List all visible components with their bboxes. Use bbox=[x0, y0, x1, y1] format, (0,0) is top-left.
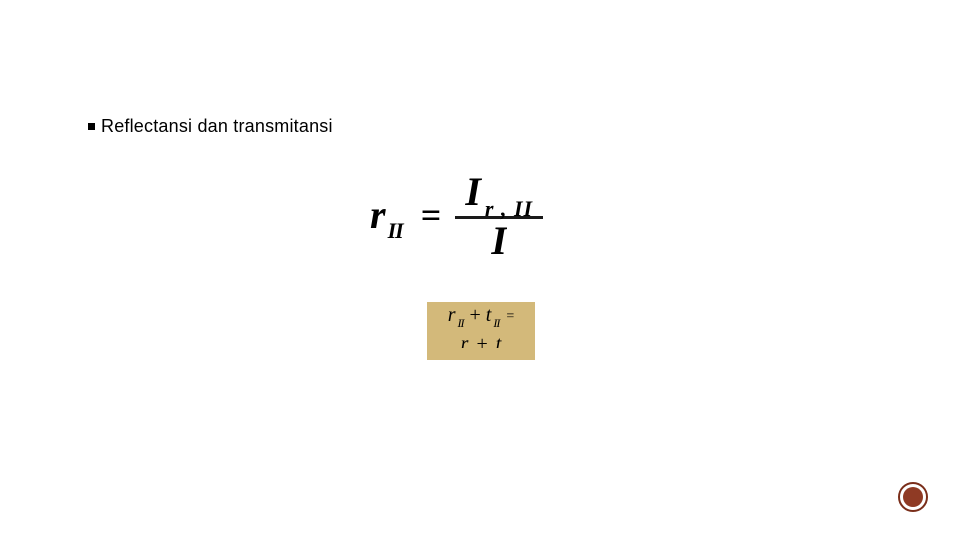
bullet-square-icon bbox=[88, 123, 95, 130]
sub2-term2: t bbox=[496, 334, 502, 348]
lhs-symbol: r bbox=[370, 191, 386, 238]
sub-equation-line2: r + t bbox=[427, 334, 535, 348]
equation-lhs: r II bbox=[370, 191, 403, 238]
equation-fraction: I r , II I bbox=[455, 172, 543, 257]
sub-plus: + bbox=[467, 304, 484, 326]
fraction-numerator: I r , II bbox=[465, 172, 533, 216]
sub-equation-line1: r II + t II = bbox=[427, 304, 535, 326]
sub-term1: r bbox=[448, 304, 456, 326]
numerator-symbol: I bbox=[465, 172, 481, 212]
sub2-plus: + bbox=[470, 334, 493, 348]
sub-term2: t bbox=[486, 304, 492, 326]
sub-term2-subscript: II bbox=[493, 317, 500, 330]
bullet-item: Reflectansi dan transmitansi bbox=[88, 116, 333, 137]
sub-equation-box: r II + t II = r + t bbox=[427, 302, 535, 360]
sub2-term1: r bbox=[461, 334, 469, 348]
equals-sign: = bbox=[421, 194, 442, 236]
numerator-subscript: r , II bbox=[481, 198, 533, 220]
denominator-symbol: I bbox=[491, 219, 507, 257]
bullet-text: Reflectansi dan transmitansi bbox=[101, 116, 333, 137]
badge-dot bbox=[903, 487, 923, 507]
main-equation: r II = I r , II I bbox=[370, 172, 543, 257]
corner-badge-icon bbox=[898, 482, 928, 512]
sub-tail: = bbox=[502, 309, 514, 324]
sub-term1-subscript: II bbox=[458, 317, 465, 330]
fraction-denominator: I bbox=[491, 219, 507, 257]
lhs-subscript: II bbox=[386, 218, 403, 244]
